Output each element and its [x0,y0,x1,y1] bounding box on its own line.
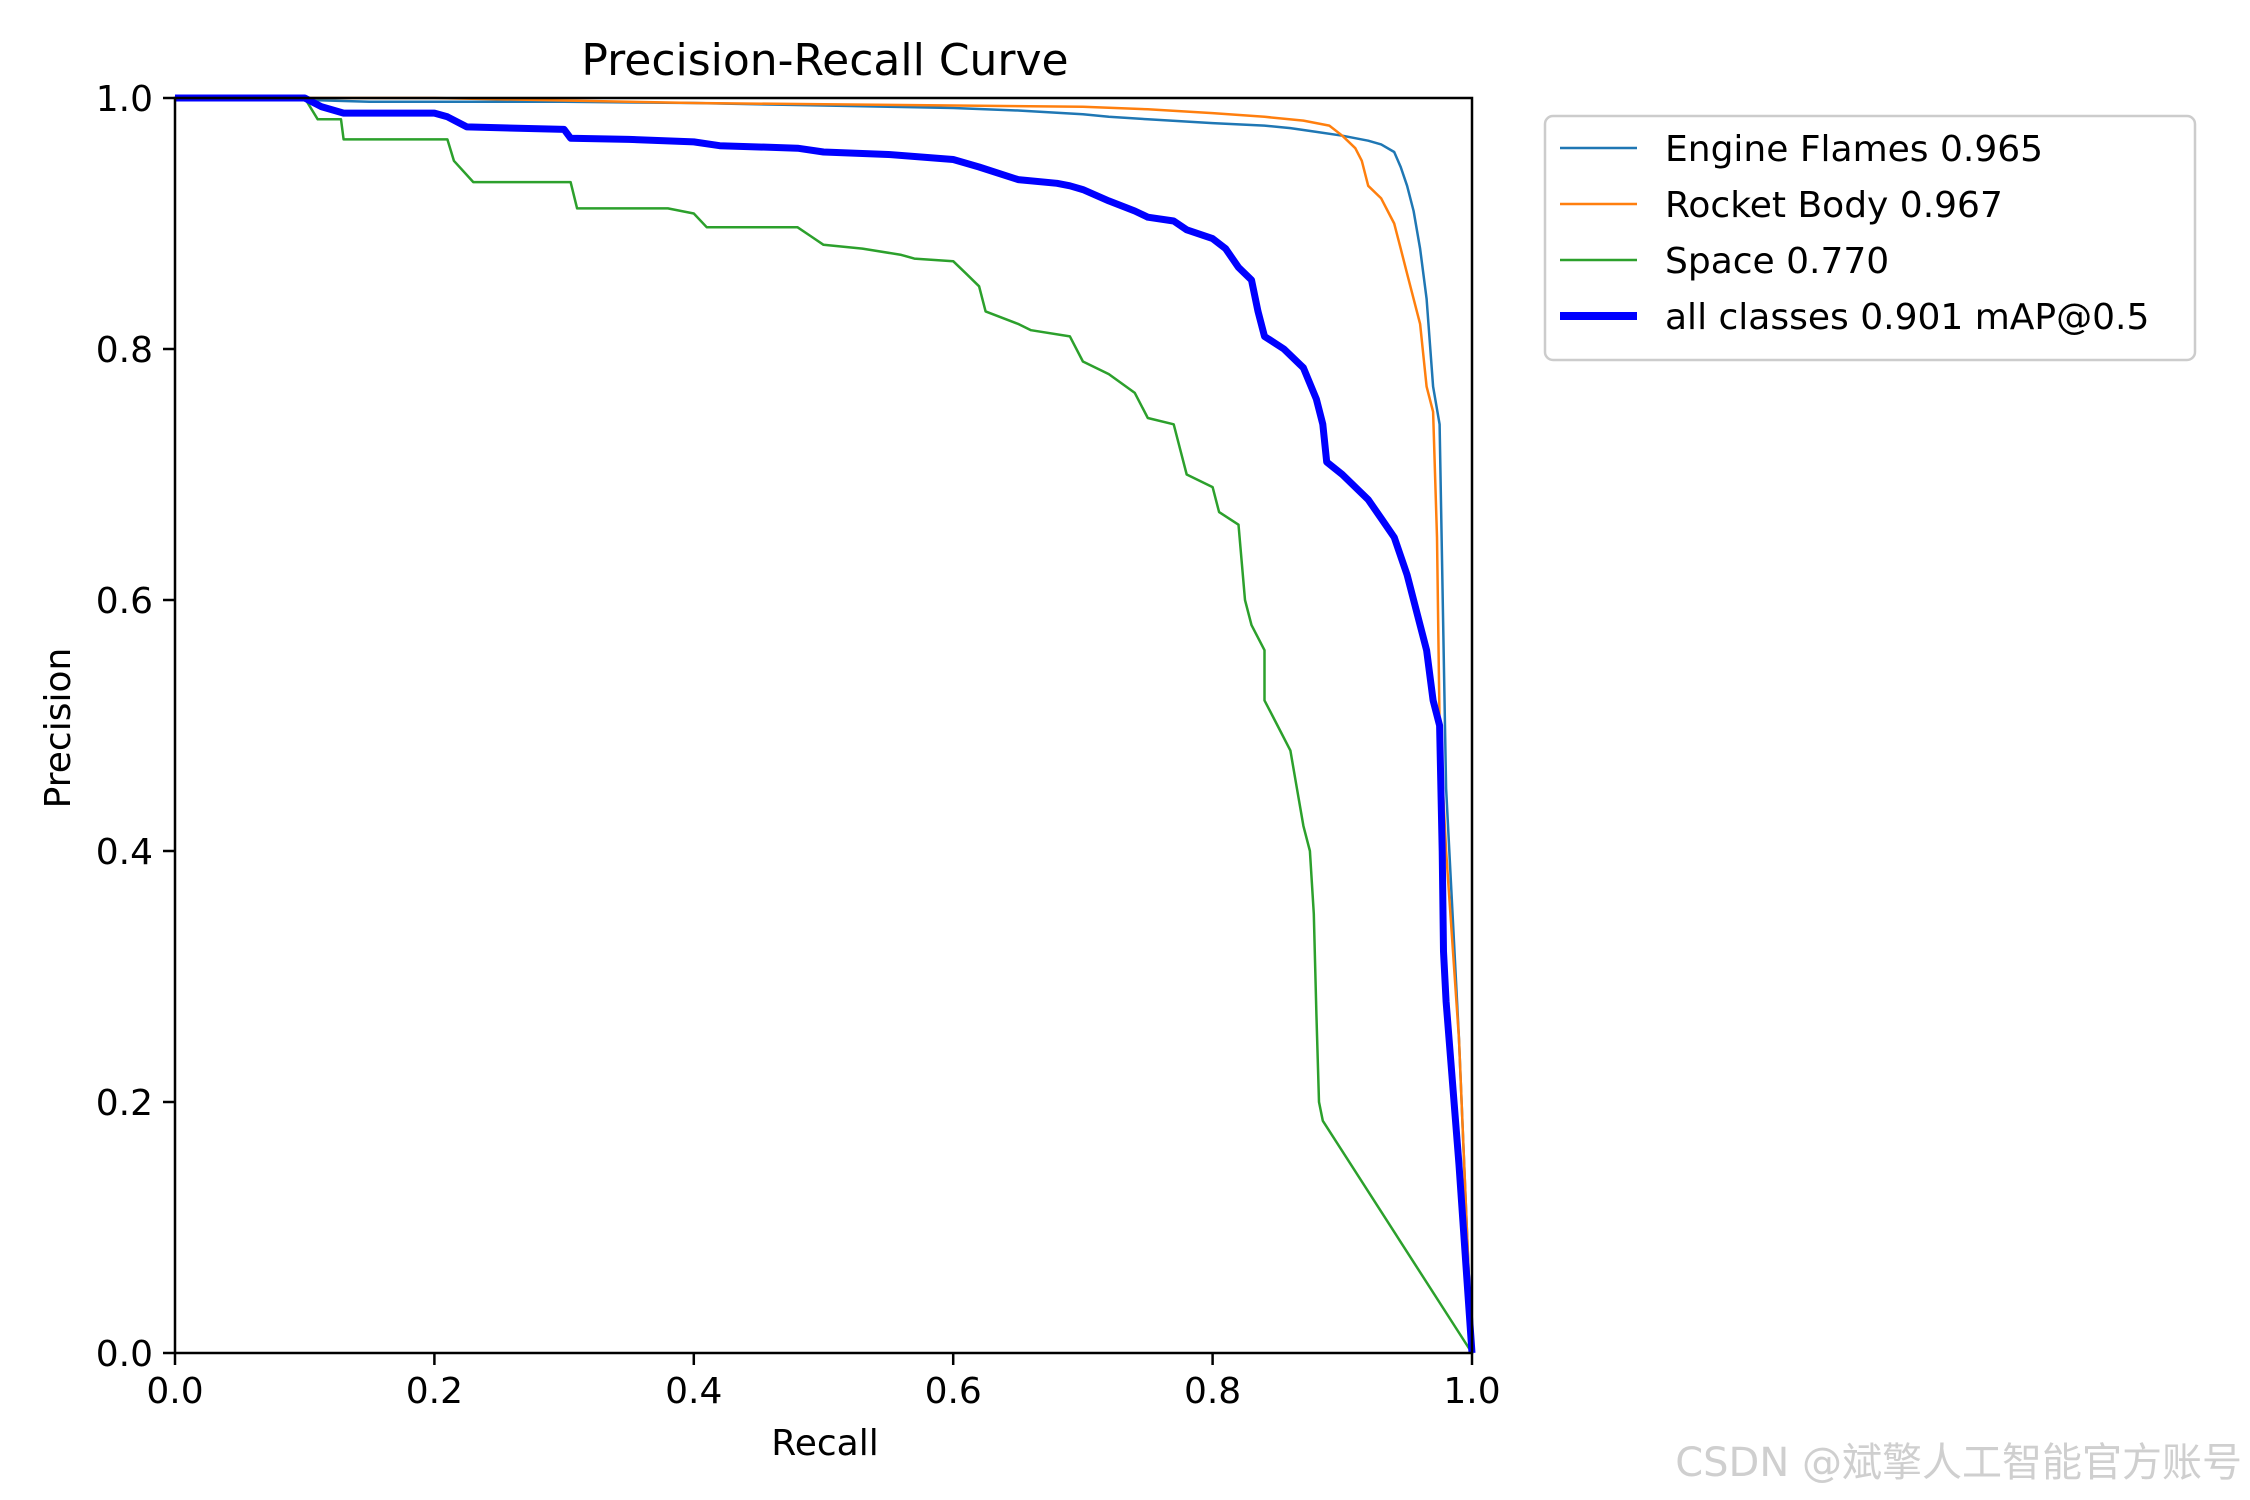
series-line-2 [175,96,1474,1354]
x-tick-label: 0.0 [146,1371,203,1412]
legend-label: Rocket Body 0.967 [1665,185,2003,226]
y-axis-label: Precision [38,648,79,809]
x-tick-label: 1.0 [1443,1371,1500,1412]
x-tick-label: 0.4 [665,1371,722,1412]
series-line-3 [175,94,1476,1354]
x-axis-ticks: 0.0 0.2 0.4 0.6 0.8 1.0 [146,1353,1501,1412]
y-tick-label: 0.8 [96,330,153,371]
x-axis-label: Recall [771,1423,878,1464]
x-tick-label: 0.2 [406,1371,463,1412]
legend-label: all classes 0.901 mAP@0.5 [1665,297,2149,338]
y-tick-label: 0.4 [96,832,153,873]
legend: Engine Flames 0.965 Rocket Body 0.967 Spac… [1543,114,2197,362]
y-tick-label: 0.0 [96,1334,153,1375]
legend-label: Space 0.770 [1665,241,1889,282]
y-axis-ticks: 0.0 0.2 0.4 0.6 0.8 1.0 [96,79,175,1375]
x-tick-label: 0.6 [925,1371,982,1412]
y-tick-label: 0.2 [96,1083,153,1124]
y-tick-label: 1.0 [96,79,153,120]
legend-label: Engine Flames 0.965 [1665,129,2043,170]
x-tick-label: 0.8 [1184,1371,1241,1412]
plot-area [173,94,1476,1355]
y-tick-label: 0.6 [96,581,153,622]
series-line-1 [175,96,1474,1354]
plot-frame [173,96,1474,1355]
legend-box [1543,114,2197,362]
chart-title: Precision-Recall Curve [581,35,1068,86]
watermark: CSDN @斌擎人工智能官方账号 [1675,1440,2242,1486]
